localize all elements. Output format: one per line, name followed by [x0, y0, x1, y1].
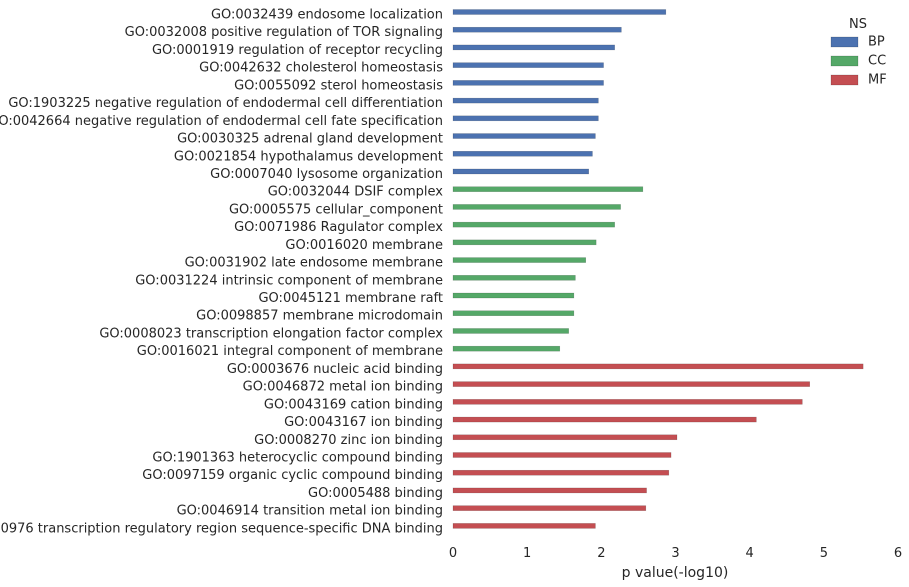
x-axis-title: p value(-log10): [622, 565, 729, 581]
category-label: GO:0008270 zinc ion binding: [254, 433, 443, 448]
bar-mf-go-0043167: [452, 416, 757, 423]
legend-swatch-bp: [830, 36, 859, 48]
category-label: GO:0032008 positive regulation of TOR si…: [125, 25, 443, 40]
x-axis-ticks: 0 1 2 3 4 5 6: [449, 546, 902, 561]
bar-mf-go-0000976: [452, 523, 596, 529]
legend-swatch-mf: [830, 74, 859, 86]
category-label: GO:1901363 heterocyclic compound binding: [152, 451, 443, 466]
category-label: GO:0030325 adrenal gland development: [177, 132, 443, 147]
legend-label-bp: BP: [868, 35, 885, 50]
bar-bp-go-0021854: [452, 151, 593, 157]
x-tick-label: 2: [597, 546, 605, 561]
bar-mf-go-0003676: [452, 363, 864, 370]
category-label: GO:0046914 transition metal ion binding: [177, 504, 443, 519]
legend: NS BP CC MF: [830, 17, 887, 88]
bar-cc-go-0098857: [452, 310, 575, 316]
category-label: GO:0042632 cholesterol homeostasis: [199, 61, 443, 76]
category-label: GO:0032439 endosome localization: [211, 8, 443, 23]
bar-bp-go-0030325: [452, 133, 596, 139]
bar-mf-go-0008270: [452, 434, 678, 441]
bar-cc-go-0005575: [452, 204, 621, 210]
category-label: GO:0021854 hypothalamus development: [174, 149, 443, 164]
category-label: GO:0043167 ion binding: [284, 415, 443, 430]
bars: [452, 9, 864, 529]
legend-label-mf: MF: [868, 73, 887, 88]
legend-label-cc: CC: [868, 54, 886, 69]
category-label: GO:0031902 late endosome membrane: [185, 256, 443, 271]
bar-bp-go-0032439: [452, 9, 667, 15]
bar-cc-go-0016021: [452, 345, 561, 352]
bar-bp-go-0042632: [452, 62, 604, 68]
bar-bp-go-1903225: [452, 97, 599, 104]
bar-mf-go-0097159: [452, 469, 670, 476]
category-label: GO:0043169 cation binding: [264, 397, 443, 412]
bar-cc-go-0031224: [452, 275, 576, 281]
legend-swatch-cc: [830, 55, 859, 67]
bar-cc-go-0045121: [452, 292, 575, 299]
x-tick-label: 6: [894, 546, 902, 561]
category-label: GO:1903225 negative regulation of endode…: [8, 96, 443, 111]
category-label: GO:0045121 membrane raft: [258, 291, 443, 306]
category-label: GO:0098857 membrane microdomain: [196, 309, 443, 324]
x-tick-label: 1: [523, 546, 531, 561]
x-tick-label: 0: [449, 546, 457, 561]
category-label: GO:0005575 cellular_component: [229, 202, 443, 217]
bar-cc-go-0071986: [452, 221, 615, 228]
bar-bp-go-0001919: [452, 44, 615, 51]
bar-mf-go-0046914: [452, 505, 647, 511]
bar-bp-go-0042664: [452, 115, 599, 122]
bar-bp-go-0055092: [452, 80, 604, 86]
bar-cc-go-0008023: [452, 328, 569, 334]
category-label: GO:0001919 regulation of receptor recycl…: [152, 43, 443, 58]
category-label: GO:0055092 sterol homeostasis: [234, 78, 443, 93]
category-label: GO:0046872 metal ion binding: [243, 380, 443, 395]
bar-mf-go-0043169: [452, 399, 803, 405]
bar-cc-go-0031902: [452, 257, 587, 263]
category-label: GO:0031224 intrinsic component of membra…: [135, 273, 443, 288]
bar-bp-go-0007040: [452, 168, 589, 175]
bar-mf-go-0046872: [452, 381, 810, 387]
category-label: GO:0016020 membrane: [285, 238, 443, 253]
category-label: GO:0005488 binding: [308, 486, 443, 501]
bar-mf-go-1901363: [452, 452, 672, 458]
category-label: GO:0042664 negative regulation of endode…: [0, 114, 443, 129]
x-tick-label: 5: [820, 546, 828, 561]
category-label: GO:0071986 Ragulator complex: [234, 220, 443, 235]
bar-cc-go-0032044: [452, 186, 644, 192]
legend-title: NS: [849, 17, 867, 32]
category-label: GO:0000976 transcription regulatory regi…: [0, 521, 443, 536]
bar-mf-go-0005488: [452, 487, 647, 494]
category-label: GO:0008023 transcription elongation fact…: [99, 326, 443, 341]
category-label: GO:0007040 lysosome organization: [210, 167, 443, 182]
category-label: GO:0016021 integral component of membran…: [137, 344, 443, 359]
x-tick-label: 3: [671, 546, 679, 561]
x-tick-label: 4: [746, 546, 754, 561]
category-labels: GO:0032439 endosome localization GO:00320…: [0, 8, 443, 537]
category-label: GO:0097159 organic cyclic compound bindi…: [142, 468, 443, 483]
category-label: GO:0003676 nucleic acid binding: [227, 362, 443, 377]
bar-cc-go-0016020: [452, 239, 597, 246]
category-label: GO:0032044 DSIF complex: [268, 185, 444, 200]
bar-bp-go-0032008: [452, 26, 622, 33]
